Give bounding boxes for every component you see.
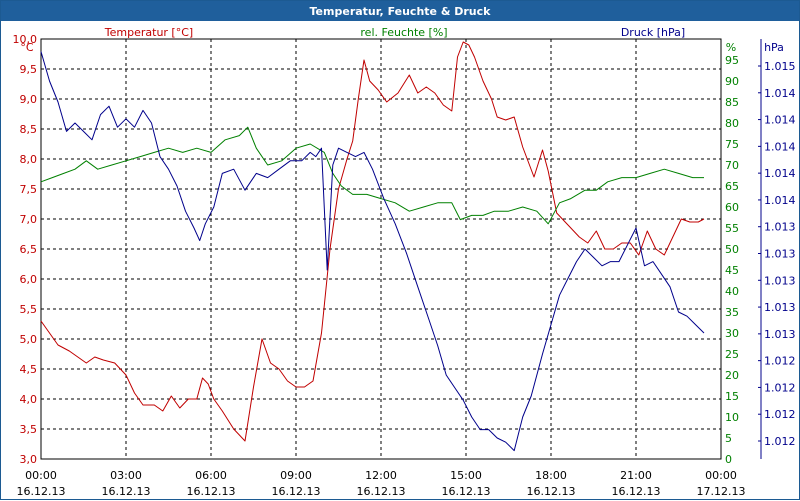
x-tick-time: 06:00 bbox=[195, 469, 227, 482]
temperature-tick-label: 4,5 bbox=[20, 363, 38, 376]
temperature-tick-label: 6,5 bbox=[20, 243, 38, 256]
window-title: Temperatur, Feuchte & Druck bbox=[1, 1, 799, 21]
x-tick-date: 17.12.13 bbox=[697, 485, 746, 498]
pressure-tick-label: 1.012 bbox=[764, 381, 796, 394]
humidity-tick-label: 15 bbox=[725, 390, 739, 403]
tick-labels: 00:00 16.12.13 03:00 16.12.13 06:00 16.12.13 0… bbox=[13, 33, 796, 498]
humidity-tick-label: 10 bbox=[725, 411, 739, 424]
humidity-tick-label: 80 bbox=[725, 117, 739, 130]
humidity-tick-label: 85 bbox=[725, 96, 739, 109]
legend-humidity: rel. Feuchte [%] bbox=[360, 26, 447, 39]
temperature-tick-label: 9,0 bbox=[20, 93, 38, 106]
humidity-tick-label: 55 bbox=[725, 222, 739, 235]
pressure-tick-label: 1.012 bbox=[764, 435, 796, 448]
x-tick-time: 00:00 bbox=[705, 469, 737, 482]
x-tick-time: 00:00 bbox=[25, 469, 57, 482]
pressure-tick-label: 1.015 bbox=[764, 60, 796, 73]
temperature-tick-label: 6,0 bbox=[20, 273, 38, 286]
pressure-tick-label: 1.013 bbox=[764, 221, 796, 234]
x-tick-date: 16.12.13 bbox=[102, 485, 151, 498]
pressure-tick-label: 1.014 bbox=[764, 140, 796, 153]
humidity-tick-label: 75 bbox=[725, 138, 739, 151]
pressure-tick-label: 1.013 bbox=[764, 274, 796, 287]
humidity-tick-label: 70 bbox=[725, 159, 739, 172]
humidity-unit-label: % bbox=[726, 41, 736, 54]
temperature-tick-label: 5,5 bbox=[20, 303, 38, 316]
legend-pressure: Druck [hPa] bbox=[621, 26, 685, 39]
x-tick-date: 16.12.13 bbox=[357, 485, 406, 498]
pressure-tick-label: 1.014 bbox=[764, 114, 796, 127]
temperature-tick-label: 8,0 bbox=[20, 153, 38, 166]
x-tick-time: 21:00 bbox=[620, 469, 652, 482]
pressure-tick-label: 1.014 bbox=[764, 194, 796, 207]
pressure-tick-label: 1.013 bbox=[764, 301, 796, 314]
humidity-tick-label: 30 bbox=[725, 327, 739, 340]
humidity-line bbox=[40, 126, 704, 225]
temperature-tick-label: 8,5 bbox=[20, 123, 38, 136]
x-tick-time: 03:00 bbox=[110, 469, 142, 482]
x-tick-date: 16.12.13 bbox=[272, 485, 321, 498]
pressure-tick-label: 1.014 bbox=[764, 87, 796, 100]
temperature-tick-label: 9,5 bbox=[20, 63, 38, 76]
x-tick-time: 09:00 bbox=[280, 469, 312, 482]
humidity-tick-label: 20 bbox=[725, 369, 739, 382]
x-tick-date: 16.12.13 bbox=[187, 485, 236, 498]
pressure-tick-label: 1.012 bbox=[764, 355, 796, 368]
temperature-tick-label: 7,0 bbox=[20, 213, 38, 226]
pressure-unit-label: hPa bbox=[764, 41, 784, 54]
temperature-tick-label: 3,0 bbox=[20, 453, 38, 466]
humidity-tick-label: 65 bbox=[725, 180, 739, 193]
temperature-line bbox=[40, 41, 705, 442]
grid-lines bbox=[41, 39, 721, 459]
pressure-tick-label: 1.014 bbox=[764, 167, 796, 180]
humidity-tick-label: 90 bbox=[725, 75, 739, 88]
series-lines bbox=[40, 41, 705, 452]
humidity-tick-label: 40 bbox=[725, 285, 739, 298]
temperature-tick-label: 7,5 bbox=[20, 183, 38, 196]
humidity-tick-label: 25 bbox=[725, 348, 739, 361]
temperature-tick-label: 3,5 bbox=[20, 423, 38, 436]
temperature-unit-label: °C bbox=[20, 41, 34, 54]
x-tick-time: 12:00 bbox=[365, 469, 397, 482]
humidity-tick-label: 0 bbox=[725, 453, 732, 466]
temperature-tick-label: 10,0 bbox=[13, 33, 38, 46]
humidity-tick-label: 95 bbox=[725, 54, 739, 67]
humidity-tick-label: 50 bbox=[725, 243, 739, 256]
legend-temperature: Temperatur [°C] bbox=[104, 26, 193, 39]
humidity-tick-label: 35 bbox=[725, 306, 739, 319]
plot-area-frame bbox=[40, 38, 722, 460]
humidity-tick-label: 45 bbox=[725, 264, 739, 277]
temperature-tick-label: 5,0 bbox=[20, 333, 38, 346]
pressure-line bbox=[40, 51, 705, 452]
pressure-tick-label: 1.012 bbox=[764, 408, 796, 421]
x-tick-time: 15:00 bbox=[450, 469, 482, 482]
x-tick-date: 16.12.13 bbox=[17, 485, 66, 498]
pressure-tick-label: 1.013 bbox=[764, 248, 796, 261]
x-tick-date: 16.12.13 bbox=[612, 485, 661, 498]
humidity-tick-label: 5 bbox=[725, 432, 732, 445]
pressure-tick-label: 1.013 bbox=[764, 328, 796, 341]
x-tick-time: 18:00 bbox=[535, 469, 567, 482]
humidity-tick-label: 60 bbox=[725, 201, 739, 214]
temperature-tick-label: 4,0 bbox=[20, 393, 38, 406]
x-tick-date: 16.12.13 bbox=[527, 485, 576, 498]
x-tick-date: 16.12.13 bbox=[442, 485, 491, 498]
